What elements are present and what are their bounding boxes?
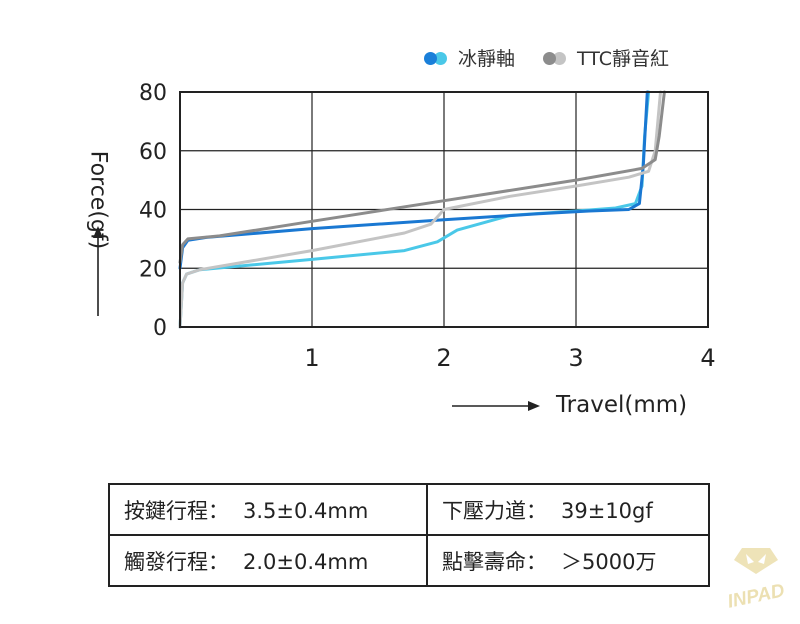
spec-label-life: 點擊壽命： <box>442 549 547 574</box>
spec-value-life: ＞5000万 <box>561 549 657 574</box>
spec-cell-force: 下壓力道： 39±10gf <box>426 483 710 536</box>
spec-value-force: 39±10gf <box>561 498 653 523</box>
y-tick-label: 60 <box>139 140 167 165</box>
spec-cell-travel: 按鍵行程： 3.5±0.4mm <box>108 483 428 536</box>
spec-value-travel: 3.5±0.4mm <box>243 498 369 523</box>
legend-item-ice: 冰靜軸 <box>424 44 515 71</box>
watermark-text: INPAD <box>726 580 787 613</box>
inpad-watermark-logo: INPAD <box>726 548 787 613</box>
spec-value-actuation: 2.0±0.4mm <box>243 549 369 574</box>
y-tick-label: 80 <box>139 81 167 106</box>
x-axis-label: Travel(mm) <box>556 392 688 418</box>
series-line-return <box>178 90 666 264</box>
chart-series <box>178 90 666 329</box>
x-axis-arrow <box>452 401 540 411</box>
y-tick-label: 20 <box>139 257 167 282</box>
x-tick-label: 4 <box>700 344 715 372</box>
legend-label-ice: 冰靜軸 <box>458 48 516 70</box>
x-tick-label: 1 <box>304 344 319 372</box>
legend-item-ttc: TTC靜音紅 <box>543 44 669 71</box>
spec-cell-actuation: 觸發行程： 2.0±0.4mm <box>108 534 428 587</box>
chart-frame <box>179 91 709 328</box>
y-axis-label: Force(gf) <box>85 150 111 250</box>
legend-swatch-ice <box>424 51 454 65</box>
spec-label-actuation: 觸發行程： <box>124 549 229 574</box>
spec-row: 觸發行程： 2.0±0.4mm 點擊壽命： ＞5000万 <box>108 534 710 587</box>
y-axis-arrow <box>93 226 103 316</box>
y-tick-label: 40 <box>139 199 167 224</box>
spec-row: 按鍵行程： 3.5±0.4mm 下壓力道： 39±10gf <box>108 483 710 536</box>
spec-label-travel: 按鍵行程： <box>124 498 229 523</box>
chart-legend: 冰靜軸 TTC靜音紅 <box>424 44 697 71</box>
legend-label-ttc: TTC靜音紅 <box>577 48 670 70</box>
spec-cell-life: 點擊壽命： ＞5000万 <box>426 534 710 587</box>
legend-swatch-ttc <box>543 51 573 65</box>
spec-label-force: 下壓力道： <box>442 498 547 523</box>
x-tick-label: 3 <box>568 344 583 372</box>
plot-border <box>179 91 709 328</box>
series-line-press <box>178 90 662 329</box>
y-tick-label: 0 <box>153 316 167 341</box>
x-tick-label: 2 <box>436 344 451 372</box>
spec-table: 按鍵行程： 3.5±0.4mm 下壓力道： 39±10gf 觸發行程： 2.0±0.4… <box>108 483 710 587</box>
